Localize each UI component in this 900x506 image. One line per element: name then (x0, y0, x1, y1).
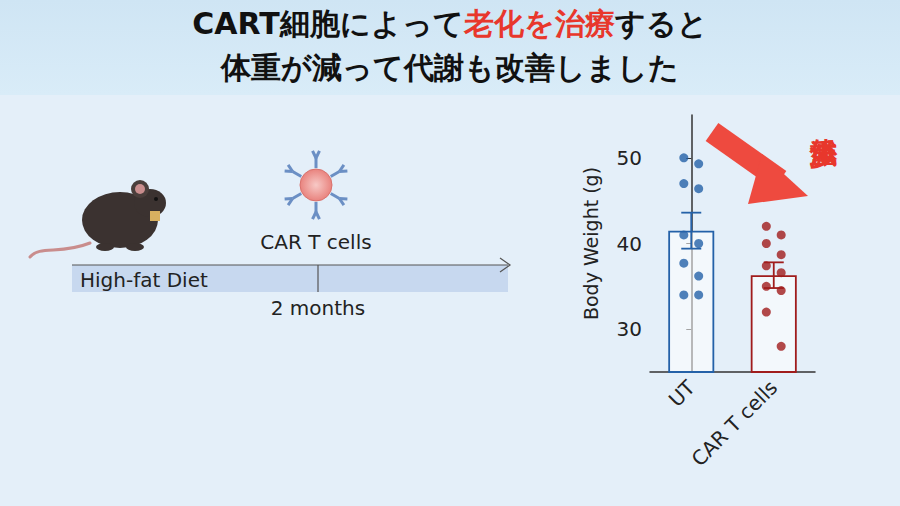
svg-text:UT: UT (664, 375, 701, 412)
svg-text:CAR T cells: CAR T cells (260, 230, 371, 254)
svg-text:High-fat Diet: High-fat Diet (80, 268, 208, 292)
svg-text:Body Weight (g): Body Weight (g) (580, 167, 602, 320)
html-text:体重減少: 体重減少 (809, 116, 840, 120)
svg-text:2 months: 2 months (271, 296, 365, 320)
svg-text:50: 50 (617, 146, 642, 170)
html-text:CART細胞によって老化を治療すると: CART細胞によって老化を治療すると (192, 6, 708, 41)
svg-text:40: 40 (617, 232, 642, 256)
html-text:体重が減って代謝も改善しました: 体重が減って代謝も改善しました (221, 50, 679, 85)
svg-text:30: 30 (617, 317, 642, 341)
svg-text:CAR T cells: CAR T cells (687, 376, 783, 472)
